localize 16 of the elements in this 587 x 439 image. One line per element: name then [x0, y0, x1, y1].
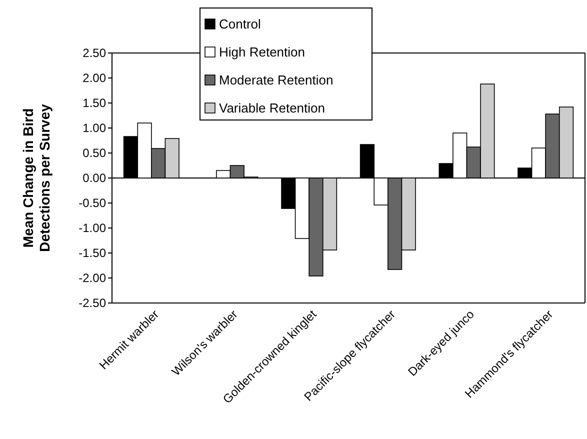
legend-label: High Retention — [219, 44, 305, 60]
legend-label: Moderate Retention — [219, 72, 334, 88]
y-tick-label: 0.00 — [82, 171, 106, 186]
legend-label: Control — [219, 16, 262, 32]
y-tick-label: -0.50 — [78, 196, 106, 210]
y-tick-label: 1.50 — [82, 96, 106, 110]
y-tick-label: -1.00 — [78, 221, 106, 236]
legend-label: Variable Retention — [219, 100, 325, 116]
y-tick-label: -2.50 — [78, 296, 106, 310]
y-tick-label: 2.00 — [82, 71, 106, 86]
y-axis-title: Mean Change in Bird Detections per Survey — [20, 104, 52, 252]
y-tick-label: 0.50 — [82, 146, 106, 160]
y-tick-label: -1.50 — [78, 246, 106, 260]
y-tick-label: -2.00 — [78, 271, 106, 286]
y-tick-label: 1.00 — [82, 121, 106, 136]
y-tick-label: 2.50 — [82, 46, 106, 60]
